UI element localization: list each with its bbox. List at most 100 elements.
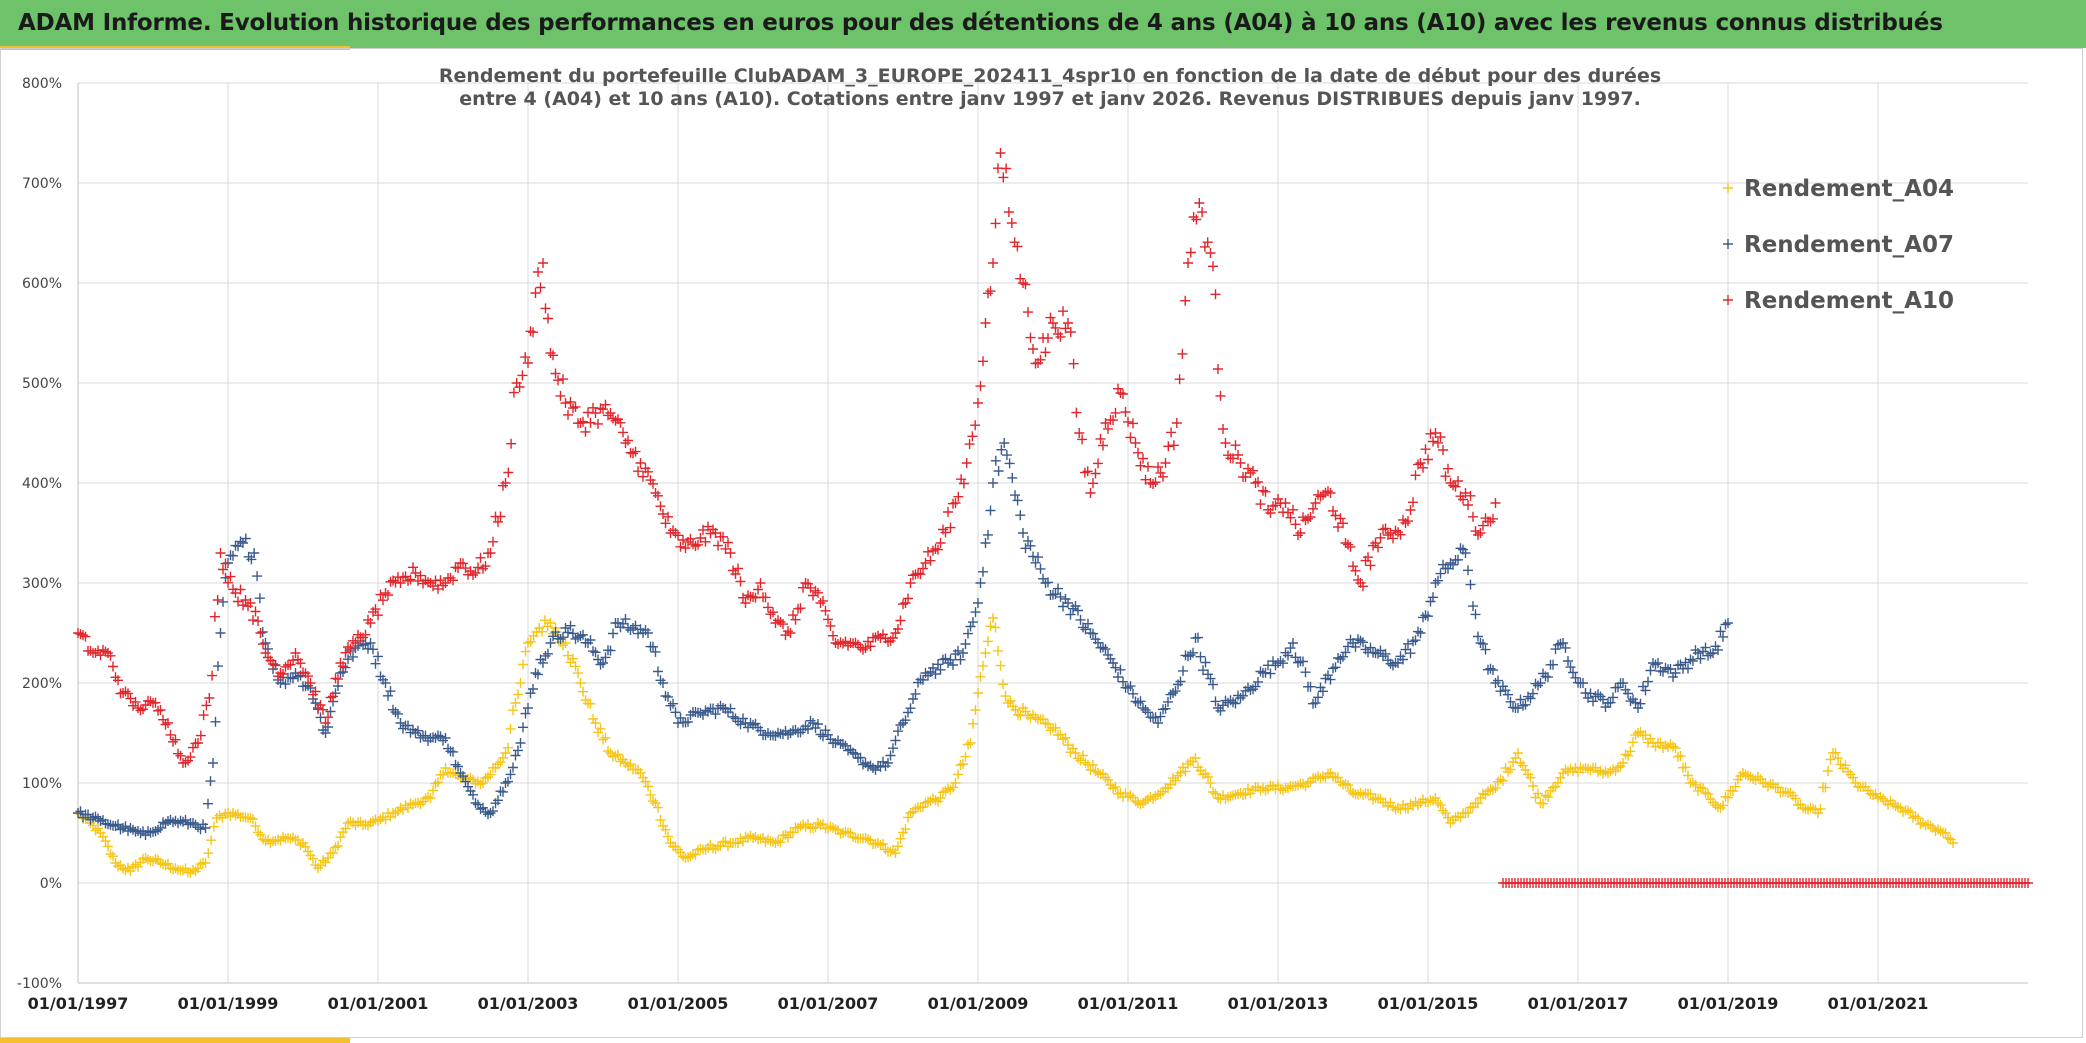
data-point-rendement-a07 bbox=[508, 762, 518, 773]
data-point-rendement-a07 bbox=[1001, 450, 1012, 461]
data-point-rendement-a04 bbox=[1708, 797, 1718, 808]
data-point-rendement-a10 bbox=[1171, 418, 1182, 428]
data-point-rendement-a04 bbox=[1688, 777, 1698, 788]
data-point-rendement-a07 bbox=[1418, 612, 1428, 623]
data-point-rendement-a10 bbox=[343, 642, 353, 652]
data-point-rendement-a07 bbox=[1703, 650, 1713, 661]
data-point-rendement-a04 bbox=[1283, 783, 1293, 794]
data-point-rendement-a10 bbox=[1068, 358, 1079, 369]
data-point-rendement-a07 bbox=[155, 822, 166, 833]
data-point-rendement-a10 bbox=[1475, 528, 1486, 538]
data-point-rendement-a07 bbox=[1588, 696, 1598, 707]
data-point-rendement-a07 bbox=[420, 730, 431, 741]
data-point-rendement-a07 bbox=[999, 438, 1010, 448]
data-point-rendement-a04 bbox=[1240, 789, 1251, 800]
data-point-rendement-a07 bbox=[1495, 686, 1506, 697]
data-point-rendement-a10 bbox=[1268, 501, 1278, 512]
data-point-rendement-a04 bbox=[945, 784, 956, 795]
data-point-rendement-a10 bbox=[565, 396, 576, 407]
data-point-rendement-a04 bbox=[108, 851, 118, 862]
data-point-rendement-a04 bbox=[183, 867, 193, 878]
data-point-rendement-a07 bbox=[600, 652, 611, 663]
data-point-rendement-a07 bbox=[1140, 704, 1151, 715]
data-point-rendement-a04 bbox=[568, 653, 578, 664]
data-point-rendement-a10 bbox=[1420, 444, 1431, 455]
data-point-rendement-a04 bbox=[1340, 779, 1351, 789]
data-point-rendement-a04 bbox=[1005, 696, 1016, 706]
data-point-rendement-a04 bbox=[1365, 789, 1376, 800]
data-point-rendement-a04 bbox=[655, 815, 666, 825]
data-point-rendement-a10 bbox=[608, 413, 618, 424]
data-point-rendement-a07 bbox=[1133, 697, 1143, 708]
data-point-rendement-a07 bbox=[700, 705, 711, 716]
data-point-rendement-a04 bbox=[763, 834, 773, 845]
data-point-rendement-a07 bbox=[1318, 686, 1328, 697]
data-point-rendement-a07 bbox=[195, 824, 206, 835]
data-point-rendement-a07 bbox=[370, 658, 381, 669]
data-point-rendement-a04 bbox=[1703, 788, 1713, 799]
data-point-rendement-a04 bbox=[1430, 793, 1441, 803]
data-point-rendement-a10 bbox=[240, 595, 251, 605]
data-point-rendement-a07 bbox=[463, 781, 473, 792]
data-point-rendement-a07 bbox=[1255, 666, 1266, 677]
data-point-rendement-a10 bbox=[212, 595, 223, 605]
data-point-rendement-a10 bbox=[538, 258, 548, 268]
data-point-rendement-a10 bbox=[675, 541, 686, 552]
data-point-rendement-a04 bbox=[333, 840, 343, 851]
data-point-rendement-a07 bbox=[213, 661, 223, 672]
data-point-rendement-a07 bbox=[513, 745, 523, 756]
data-point-rendement-a07 bbox=[728, 711, 738, 722]
data-point-rendement-a04 bbox=[1093, 768, 1103, 778]
data-point-rendement-a04 bbox=[1910, 811, 1921, 822]
data-point-rendement-a10 bbox=[555, 390, 566, 401]
data-point-rendement-a10 bbox=[270, 660, 281, 671]
data-point-rendement-a07 bbox=[505, 769, 516, 780]
data-point-rendement-a07 bbox=[1285, 643, 1296, 654]
data-point-rendement-a10 bbox=[1423, 454, 1433, 465]
data-point-rendement-a04 bbox=[653, 802, 663, 813]
data-point-rendement-a07 bbox=[485, 808, 496, 818]
data-point-rendement-a07 bbox=[1723, 618, 1733, 628]
data-point-rendement-a04 bbox=[830, 824, 841, 835]
data-point-rendement-a07 bbox=[335, 668, 346, 678]
data-point-rendement-a07 bbox=[348, 651, 358, 662]
data-point-rendement-a04 bbox=[598, 734, 608, 745]
data-point-rendement-a04 bbox=[542, 621, 553, 632]
data-point-rendement-a10 bbox=[568, 403, 578, 414]
data-point-rendement-a07 bbox=[430, 732, 441, 743]
data-point-rendement-a04 bbox=[1463, 807, 1473, 818]
data-point-rendement-a10 bbox=[1478, 520, 1488, 531]
data-point-rendement-a10 bbox=[905, 578, 916, 588]
data-point-rendement-a04 bbox=[1790, 793, 1801, 804]
y-tick-label: 700% bbox=[22, 176, 62, 192]
data-point-rendement-a10 bbox=[1115, 388, 1126, 398]
data-point-rendement-a04 bbox=[1385, 797, 1396, 808]
data-point-rendement-a07 bbox=[90, 811, 101, 822]
data-point-rendement-a04 bbox=[600, 732, 611, 743]
data-point-rendement-a07 bbox=[1640, 685, 1651, 696]
data-point-rendement-a10 bbox=[445, 572, 456, 583]
data-point-rendement-a10 bbox=[550, 368, 561, 379]
data-point-rendement-a10 bbox=[810, 585, 821, 596]
x-tick-label: 01/01/2019 bbox=[1678, 994, 1779, 1013]
data-point-rendement-a10 bbox=[1110, 407, 1121, 418]
data-point-rendement-a04 bbox=[963, 739, 973, 750]
data-point-rendement-a10 bbox=[920, 558, 931, 568]
data-point-rendement-a07 bbox=[378, 674, 388, 685]
data-point-rendement-a04 bbox=[206, 835, 217, 846]
data-point-rendement-a10 bbox=[580, 426, 591, 437]
data-point-rendement-a10 bbox=[1335, 513, 1346, 524]
data-point-rendement-a07 bbox=[1155, 711, 1166, 722]
data-point-rendement-a07 bbox=[500, 778, 511, 788]
data-point-rendement-a07 bbox=[930, 669, 941, 679]
data-point-rendement-a07 bbox=[1060, 594, 1071, 604]
data-point-rendement-a04 bbox=[743, 832, 753, 843]
data-point-rendement-a04 bbox=[615, 756, 626, 767]
data-point-rendement-a04 bbox=[1243, 783, 1253, 794]
x-tick-label: 01/01/2013 bbox=[1228, 994, 1329, 1013]
data-point-rendement-a10 bbox=[493, 516, 503, 527]
data-point-rendement-a07 bbox=[1448, 559, 1458, 570]
data-point-rendement-a04 bbox=[750, 831, 761, 842]
data-point-rendement-a04 bbox=[123, 862, 133, 873]
data-point-rendement-a10 bbox=[408, 562, 418, 573]
